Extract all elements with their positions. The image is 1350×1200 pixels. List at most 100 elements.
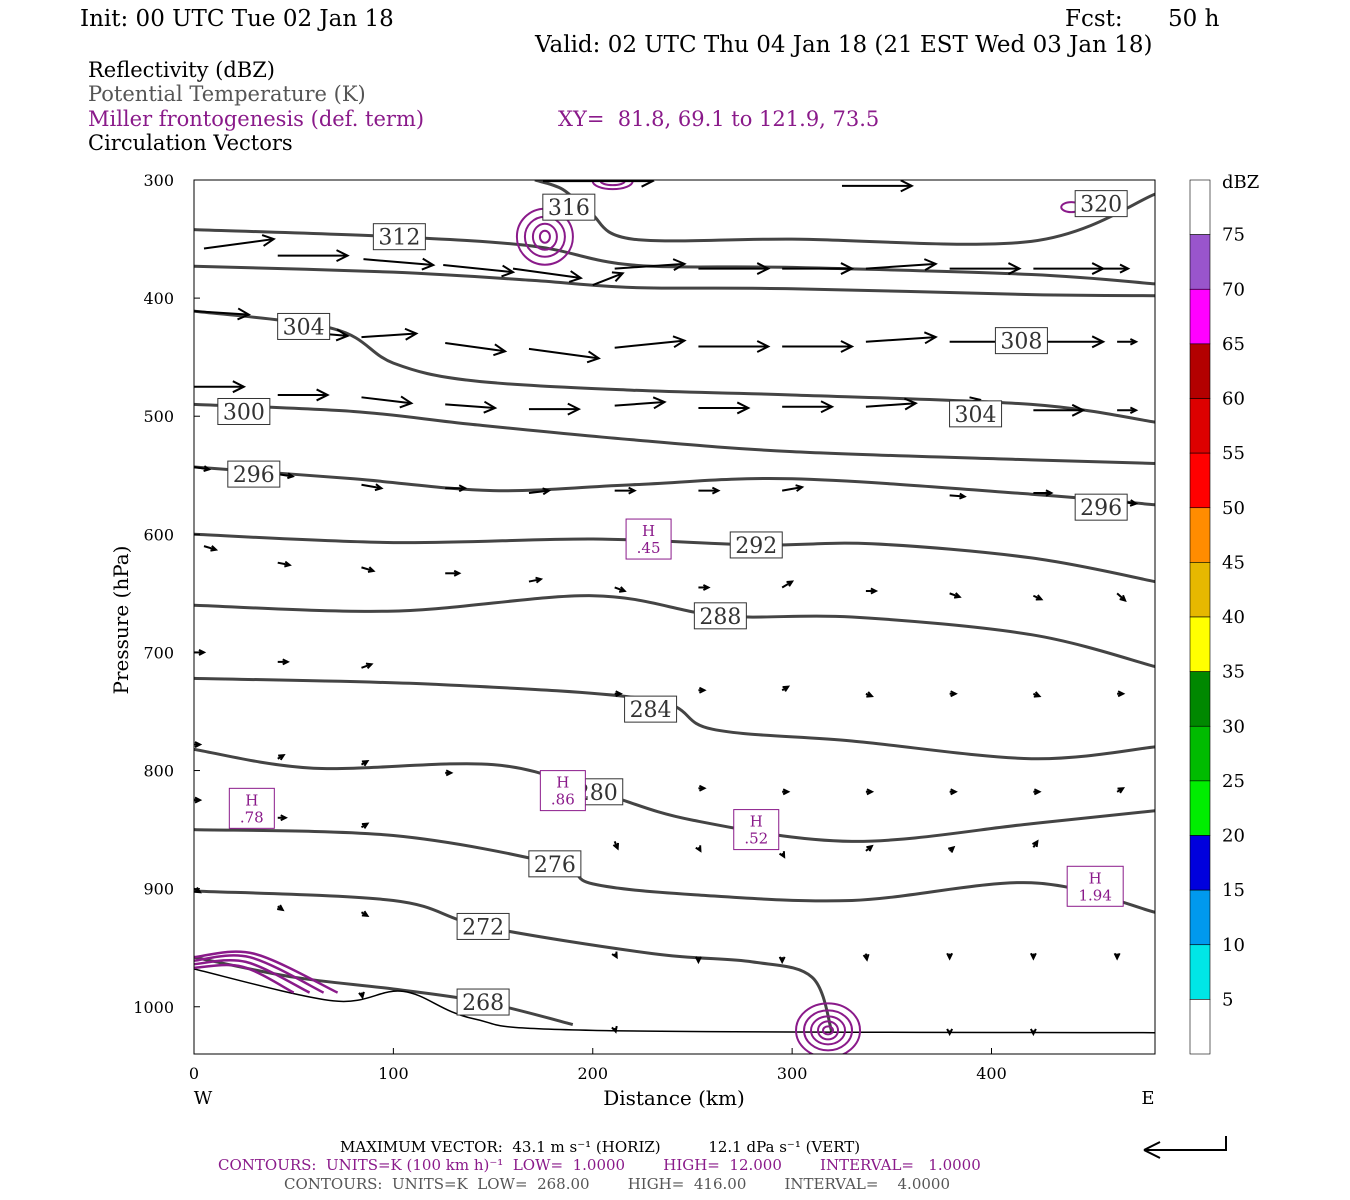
circulation-vector [865, 844, 874, 852]
circulation-vector [358, 991, 365, 1000]
colorbar-level: 60 [1222, 389, 1245, 410]
theta-label: 296 [233, 463, 275, 488]
colorbar-level: 5 [1222, 989, 1233, 1010]
circulation-vector [782, 400, 835, 414]
circulation-vector [1116, 787, 1126, 794]
fronto-contour [822, 1025, 835, 1036]
circulation-vector [947, 845, 956, 853]
plot-frame [193, 179, 1156, 1055]
theta-label-box [528, 850, 582, 878]
colorbar-title: dBZ [1222, 172, 1259, 193]
colorbar-swatch [1189, 835, 1211, 891]
fronto-max-box [1066, 865, 1124, 907]
fronto-contour [817, 1020, 840, 1041]
theta-label-box [456, 988, 510, 1016]
theta-label: 268 [462, 991, 504, 1016]
fronto-max-label: H [642, 522, 655, 540]
circulation-vector [778, 956, 786, 965]
colorbar-level: 10 [1222, 935, 1245, 956]
theta-label: 316 [548, 196, 590, 221]
circulation-vector [445, 400, 498, 414]
circulation-vector [277, 388, 330, 402]
circulation-vector [194, 741, 203, 748]
colorbar-level: 70 [1222, 279, 1245, 300]
theta-label: 320 [1080, 193, 1122, 218]
theta-label-box [949, 400, 1003, 428]
circulation-vector [865, 587, 879, 595]
theta-label-box [1074, 493, 1128, 521]
y-tick-label: 800 [143, 762, 174, 781]
init-time: Init: 00 UTC Tue 02 Jan 18 [80, 6, 394, 32]
circulation-vector [778, 851, 786, 859]
terrain [194, 968, 1155, 1034]
circulation-vector [1101, 263, 1131, 274]
circulation-vector [782, 788, 791, 796]
circulation-vector [1033, 691, 1042, 698]
fronto-max-box [733, 809, 780, 851]
circulation-vector [949, 690, 958, 698]
circulation-vector [277, 560, 292, 568]
x-tick-label: 100 [378, 1064, 409, 1083]
circulation-vector [1116, 592, 1127, 602]
colorbar-swatch [1189, 780, 1211, 836]
fronto-surface-contour [194, 954, 325, 994]
theta-line [194, 532, 1155, 584]
y-tick-label: 400 [143, 289, 174, 308]
circulation-vector [695, 956, 702, 965]
circulation-vector [698, 686, 707, 694]
circulation-vector [445, 484, 468, 493]
colorbar-swatch [1189, 725, 1211, 782]
x-end-west: W [194, 1088, 213, 1109]
theta-label-box [693, 602, 747, 630]
colorbar-level: 75 [1222, 225, 1245, 246]
circulation-vector [512, 267, 584, 283]
colorbar-swatch [1189, 507, 1211, 563]
circulation-vector [946, 1028, 954, 1037]
theta-line [194, 465, 1155, 507]
circulation-vector [949, 492, 967, 500]
colorbar-level: 25 [1222, 771, 1245, 792]
theta-line [194, 676, 1155, 761]
circulation-vector [360, 822, 370, 829]
circulation-vector [949, 592, 962, 599]
circulation-vector [1033, 262, 1106, 275]
terrain-line [194, 968, 1155, 1034]
circulation-vector [592, 271, 625, 287]
fronto-max-label: H [750, 813, 763, 831]
field-frontogenesis: Miller frontogenesis (def. term) [88, 107, 425, 131]
theta-label-box [277, 312, 331, 340]
circulation-vector [862, 953, 870, 962]
colorbar-swatch [1189, 452, 1211, 509]
circulation-vector [277, 754, 286, 761]
circulation-vector [1113, 952, 1121, 961]
colorbar-swatch [1189, 889, 1211, 946]
circulation-vector [361, 327, 419, 341]
theta-label: 308 [1000, 330, 1042, 355]
theta-label: 292 [735, 534, 777, 559]
fronto-max-box [539, 770, 586, 812]
circulation-vector [361, 483, 384, 492]
circulation-vector [360, 910, 370, 917]
theta-label-box [624, 695, 678, 723]
circulation-vector [698, 486, 721, 495]
circulation-vector [361, 662, 374, 669]
circulation-vector [542, 180, 655, 188]
colorbar-swatch [1189, 343, 1211, 399]
y-tick-label: 300 [143, 171, 174, 190]
fronto-max-value: .52 [744, 830, 768, 848]
fronto-max-value: .86 [551, 791, 575, 809]
fronto-contour [810, 1015, 847, 1046]
colorbar-swatch [1189, 562, 1211, 618]
max-vector-info: MAXIMUM VECTOR: 43.1 m s⁻¹ (HORIZ) 12.1 … [340, 1138, 861, 1156]
field-reflectivity: Reflectivity (dBZ) [88, 58, 276, 82]
fcst-label: Fcst: [1065, 6, 1123, 32]
circulation-vector [611, 951, 618, 960]
colorbar-level: 55 [1222, 443, 1245, 464]
colorbar-level: 20 [1222, 826, 1245, 847]
fronto-max-label: H [245, 791, 258, 809]
circulation-vector [194, 380, 247, 394]
circulation-vector [445, 769, 454, 777]
circulation-vector [782, 340, 855, 353]
